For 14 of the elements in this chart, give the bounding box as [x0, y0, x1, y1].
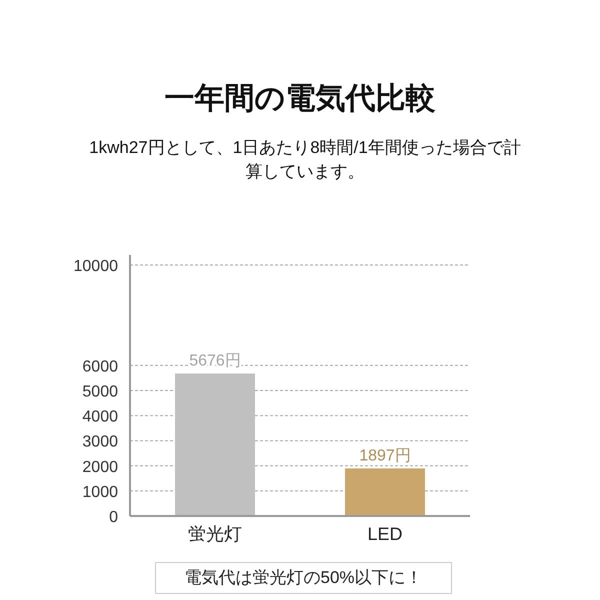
y-tick-label: 2000	[82, 458, 118, 476]
y-tick-label: 4000	[82, 408, 118, 426]
data-label: 1897円	[359, 447, 411, 464]
y-tick-label: 10000	[74, 258, 118, 275]
y-tick-label: 6000	[82, 358, 118, 376]
y-tick-label: 0	[109, 509, 118, 526]
chart-title: 一年間の電気代比較	[164, 81, 436, 117]
y-tick-label: 3000	[82, 434, 118, 451]
y-tick-label: 1000	[82, 484, 118, 501]
chart-subtitle: 1kwh27円として、1日あたり8時間/1年間使った場合で計算しています。	[88, 137, 522, 183]
text: 電気代は蛍光灯の50%以下に！	[155, 562, 452, 594]
y-tick-label: 5000	[82, 384, 118, 400]
x-tick-label: LED	[367, 524, 403, 544]
x-tick-label: 蛍光灯	[188, 524, 242, 544]
